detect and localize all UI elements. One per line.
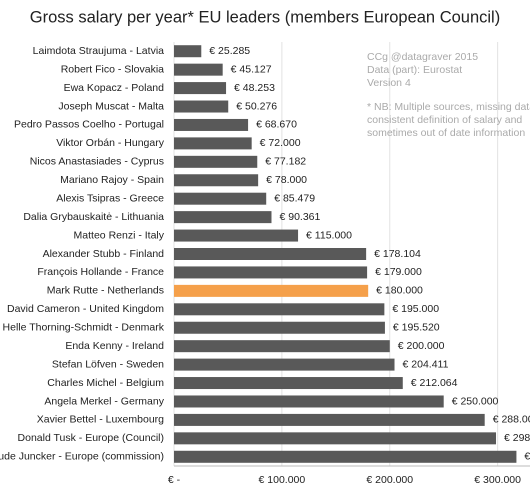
value-label: € 204.411: [403, 358, 449, 370]
category-label: Alexis Tsipras - Greece: [56, 192, 164, 204]
category-label: Stefan Löfven - Sweden: [52, 358, 164, 370]
value-label: € 78.000: [266, 174, 307, 186]
value-label: € 200.000: [398, 340, 445, 352]
category-label: Alexander Stubb - Finland: [43, 248, 165, 260]
value-label: € 195.000: [392, 303, 439, 315]
bar: [174, 248, 367, 260]
bar: [174, 155, 258, 168]
category-label: Xavier Bettel - Luxembourg: [37, 414, 164, 426]
category-label: François Hollande - France: [37, 266, 164, 278]
bar: [174, 450, 517, 463]
category-label: Joseph Muscat - Malta: [58, 100, 164, 112]
value-label: € 298.495: [504, 432, 530, 444]
bar: [174, 266, 368, 279]
category-label: Claude Juncker - Europe (commission): [0, 451, 164, 463]
value-label: € 178.104: [374, 248, 421, 260]
value-label: € 179.000: [375, 266, 422, 278]
value-label: € 180.000: [376, 285, 423, 297]
bar: [174, 45, 202, 58]
annotation: consistent definition of salary and: [367, 114, 522, 126]
annotation: * NB: Multiple sources, missing data: [367, 101, 530, 113]
bar: [174, 82, 227, 95]
category-label: Robert Fico - Slovakia: [61, 63, 164, 75]
bar: [174, 174, 259, 187]
category-label: David Cameron - United Kingdom: [7, 303, 164, 315]
bar: [174, 211, 272, 224]
bar: [174, 100, 229, 113]
category-label: Laimdota Straujuma - Latvia: [33, 45, 164, 57]
value-label: € 45.127: [231, 63, 272, 75]
category-label: Pedro Passos Coelho - Portugal: [14, 119, 164, 131]
x-tick-label: € 100.000: [259, 474, 306, 486]
category-label: Ewa Kopacz - Poland: [64, 82, 165, 94]
bar: [174, 395, 444, 408]
x-tick-label: € 200.000: [366, 474, 413, 486]
x-tick-label: € -: [168, 474, 181, 486]
annotation: Version 4: [367, 77, 411, 89]
value-label: € 48.253: [234, 82, 275, 94]
category-label: Dalia Grybauskaitė - Lithuania: [23, 211, 164, 223]
value-label: € 212.064: [411, 377, 458, 389]
bar: [174, 321, 385, 334]
category-label: Enda Kenny - Ireland: [65, 340, 164, 352]
x-tick-label: € 300.000: [474, 474, 521, 486]
bar: [174, 192, 267, 205]
value-label: € 115.000: [306, 229, 352, 241]
value-label: € 85.479: [274, 192, 315, 204]
value-label: € 68.670: [256, 119, 297, 131]
annotation: CCg @datagraver 2015: [367, 51, 478, 63]
category-label: Nicos Anastasiades - Cyprus: [30, 156, 164, 168]
category-label: Mariano Rajoy - Spain: [60, 174, 164, 186]
value-label: € 250.000: [452, 395, 499, 407]
category-label: Matteo Renzi - Italy: [74, 229, 165, 241]
value-label: € 50.276: [236, 100, 277, 112]
category-label: Mark Rutte - Netherlands: [47, 285, 164, 297]
value-label: € 72.000: [260, 137, 301, 149]
value-label: € 25.285: [209, 45, 250, 57]
value-label: € 77.182: [265, 156, 306, 168]
value-label: € 90.361: [279, 211, 320, 223]
bar: [174, 303, 385, 316]
bar: [174, 137, 252, 150]
bar: [174, 432, 497, 445]
annotation: Data (part): Eurostat: [367, 64, 462, 76]
annotation: sometimes out of date information: [367, 127, 525, 139]
value-label: € 288.000: [493, 414, 530, 426]
bar: [174, 377, 403, 390]
category-label: Viktor Orbán - Hungary: [56, 137, 165, 149]
value-label: € 195.520: [393, 322, 440, 334]
category-label: Donald Tusk - Europe (Council): [18, 432, 164, 444]
bar: [174, 340, 390, 353]
bar: [174, 358, 395, 371]
bar: [174, 413, 485, 426]
bar: [174, 63, 223, 76]
value-label: € 317.416: [524, 451, 530, 463]
category-label: Charles Michel - Belgium: [47, 377, 164, 389]
bar: [174, 229, 299, 242]
category-label: Angela Merkel - Germany: [44, 395, 164, 407]
chart-title: Gross salary per year* EU leaders (membe…: [30, 8, 500, 26]
bar: [174, 118, 249, 131]
category-label: Helle Thorning-Schmidt - Denmark: [3, 322, 165, 334]
bar: [174, 284, 369, 297]
